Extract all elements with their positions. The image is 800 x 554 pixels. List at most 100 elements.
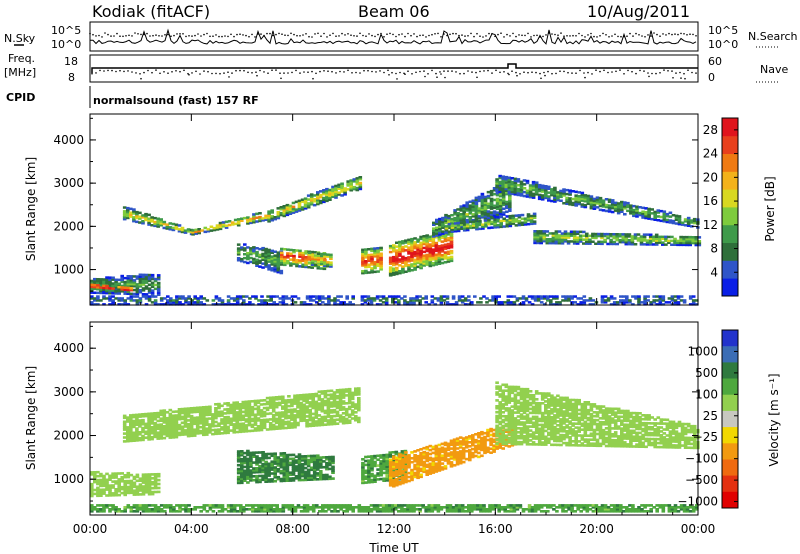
velocity-cell [308,401,312,404]
velocity-cell [419,461,423,465]
velocity-cell [293,400,297,403]
power-cell [401,267,405,270]
velocity-cell [489,439,493,443]
velocity-cell [96,486,100,490]
power-cell [513,187,518,190]
power-cell [261,248,265,252]
power-cell [508,195,512,199]
power-cell [592,201,597,205]
power-cell [230,223,235,226]
power-cell [307,251,312,255]
velocity-cell [316,478,320,481]
velocity-cell [270,468,274,471]
power-cell [437,262,442,265]
power-cell [358,178,363,181]
power-cell [597,242,601,245]
power-cell [286,256,290,259]
power-cell [595,200,600,203]
power-cell [415,299,419,302]
velocity-cell [262,414,267,418]
velocity-cell [344,388,349,391]
power-cell [298,251,302,254]
power-cell [428,262,433,266]
power-cell [126,212,130,216]
velocity-cell [153,416,157,419]
velocity-cell [290,404,294,408]
velocity-cell [293,422,297,425]
power-cell [563,234,568,237]
velocity-cell [141,481,146,484]
power-cell [156,223,160,226]
velocity-cell [271,423,276,427]
power-cell [438,229,442,232]
power-cell [132,212,136,215]
velocity-cell [223,423,227,427]
velocity-cell [132,439,136,442]
velocity-cell [480,432,484,436]
power-cell [410,263,414,266]
velocity-cell [141,426,145,430]
power-cell [273,216,277,219]
velocity-cell [232,407,236,410]
velocity-cell [150,428,154,431]
power-cell [163,303,167,306]
velocity-cell [255,459,259,462]
velocity-cell [214,428,218,432]
velocity-cell [373,478,377,481]
velocity-cell [241,400,246,404]
power-cell [114,280,118,283]
velocity-cell [471,451,475,455]
power-cell [522,194,527,198]
power-cell [156,219,160,222]
velocity-cell [240,469,244,473]
power-cell [486,214,491,217]
power-cell [457,299,462,302]
velocity-cell [404,455,408,458]
power-cell [376,270,380,273]
power-cell [694,239,699,243]
power-cell [572,238,577,241]
velocity-cell [468,445,472,448]
velocity-cell [300,468,305,472]
velocity-cell [105,484,109,487]
velocity-cell [250,400,255,403]
power-cell [520,217,525,221]
velocity-cell [312,460,317,464]
power-cell [392,261,396,265]
velocity-cell [126,435,130,439]
velocity-cell [332,395,337,398]
power-cell [591,299,596,302]
velocity-cell [189,434,194,438]
velocity-cell [331,469,335,473]
power-cell [299,301,304,304]
power-cell [697,243,702,247]
power-cell [688,303,693,306]
power-cell [232,299,237,302]
power-cell [325,195,329,199]
velocity-cell [388,468,393,471]
velocity-cell [344,419,349,423]
power-cell [586,202,591,205]
power-cell [552,303,556,306]
power-cell [575,236,580,239]
power-cell [114,297,118,300]
velocity-cell [123,474,127,477]
power-cell [126,286,131,290]
power-cell [150,275,155,279]
velocity-cell [437,455,442,458]
velocity-cell [208,425,212,428]
velocity-cell [183,419,188,422]
power-cell [398,246,402,250]
velocity-cell [477,443,481,447]
velocity-cell [243,473,247,477]
power-cell [517,219,522,223]
velocity-cell [202,408,206,411]
power-cell [607,206,612,209]
velocity-cell [217,430,221,433]
velocity-cell [244,400,249,404]
power-cell [264,265,268,268]
velocity-cell [306,478,311,481]
power-cell [267,254,271,257]
power-cell [428,260,433,264]
power-cell [358,183,363,187]
